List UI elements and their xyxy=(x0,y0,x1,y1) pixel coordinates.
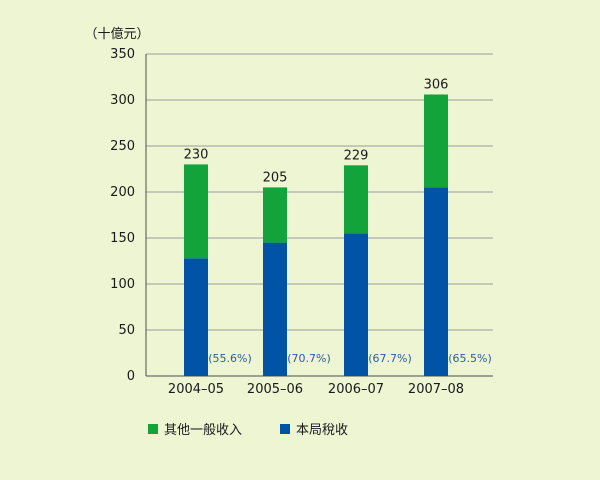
bar-segment-tax-revenue xyxy=(184,258,208,376)
bar-segment-other-revenue xyxy=(344,165,368,234)
legend-swatch xyxy=(280,424,290,434)
bar-total-label: 229 xyxy=(344,148,369,163)
bar-percent-label: (65.5%) xyxy=(448,352,492,365)
y-tick-label: 150 xyxy=(110,231,135,246)
bar-percent-label: (55.6%) xyxy=(208,352,252,365)
y-tick-label: 300 xyxy=(110,93,135,108)
y-unit-label: （十億元） xyxy=(84,26,149,42)
axes: 0 50 100 150 200 250 300 350 2004–05 2005–06 2006–… xyxy=(110,47,493,397)
y-tick-label: 200 xyxy=(110,185,135,200)
y-tick-label: 0 xyxy=(127,369,135,384)
y-tick-label: 250 xyxy=(110,139,135,154)
bar-percent-label: (67.7%) xyxy=(368,352,412,365)
bar-segment-other-revenue xyxy=(184,164,208,259)
legend: 其他一般收入 本局稅收 xyxy=(148,422,348,438)
x-category-label: 2007–08 xyxy=(408,382,464,397)
legend-label: 本局稅收 xyxy=(296,423,348,438)
y-tick-label: 100 xyxy=(110,277,135,292)
bar-total-label: 306 xyxy=(424,77,449,92)
y-tick-label: 50 xyxy=(118,323,135,338)
bar-total-label: 230 xyxy=(184,147,209,162)
legend-label: 其他一般收入 xyxy=(164,422,242,438)
bar-segment-tax-revenue xyxy=(424,187,448,376)
data-labels: 230 (55.6%) 205 (70.7%) 229 (67.7%) 306 (65.5%) xyxy=(184,77,492,365)
bar-segment-tax-revenue xyxy=(263,242,287,376)
x-category-label: 2006–07 xyxy=(328,382,384,397)
bar-segment-tax-revenue xyxy=(344,233,368,376)
legend-swatch xyxy=(148,424,158,434)
bar-percent-label: (70.7%) xyxy=(287,352,331,365)
bar-total-label: 205 xyxy=(263,170,288,185)
bar-segment-other-revenue xyxy=(424,94,448,188)
x-category-label: 2005–06 xyxy=(247,382,303,397)
y-tick-label: 350 xyxy=(110,47,135,62)
x-category-label: 2004–05 xyxy=(168,382,224,397)
bars xyxy=(184,94,448,376)
bar-segment-other-revenue xyxy=(263,187,287,243)
